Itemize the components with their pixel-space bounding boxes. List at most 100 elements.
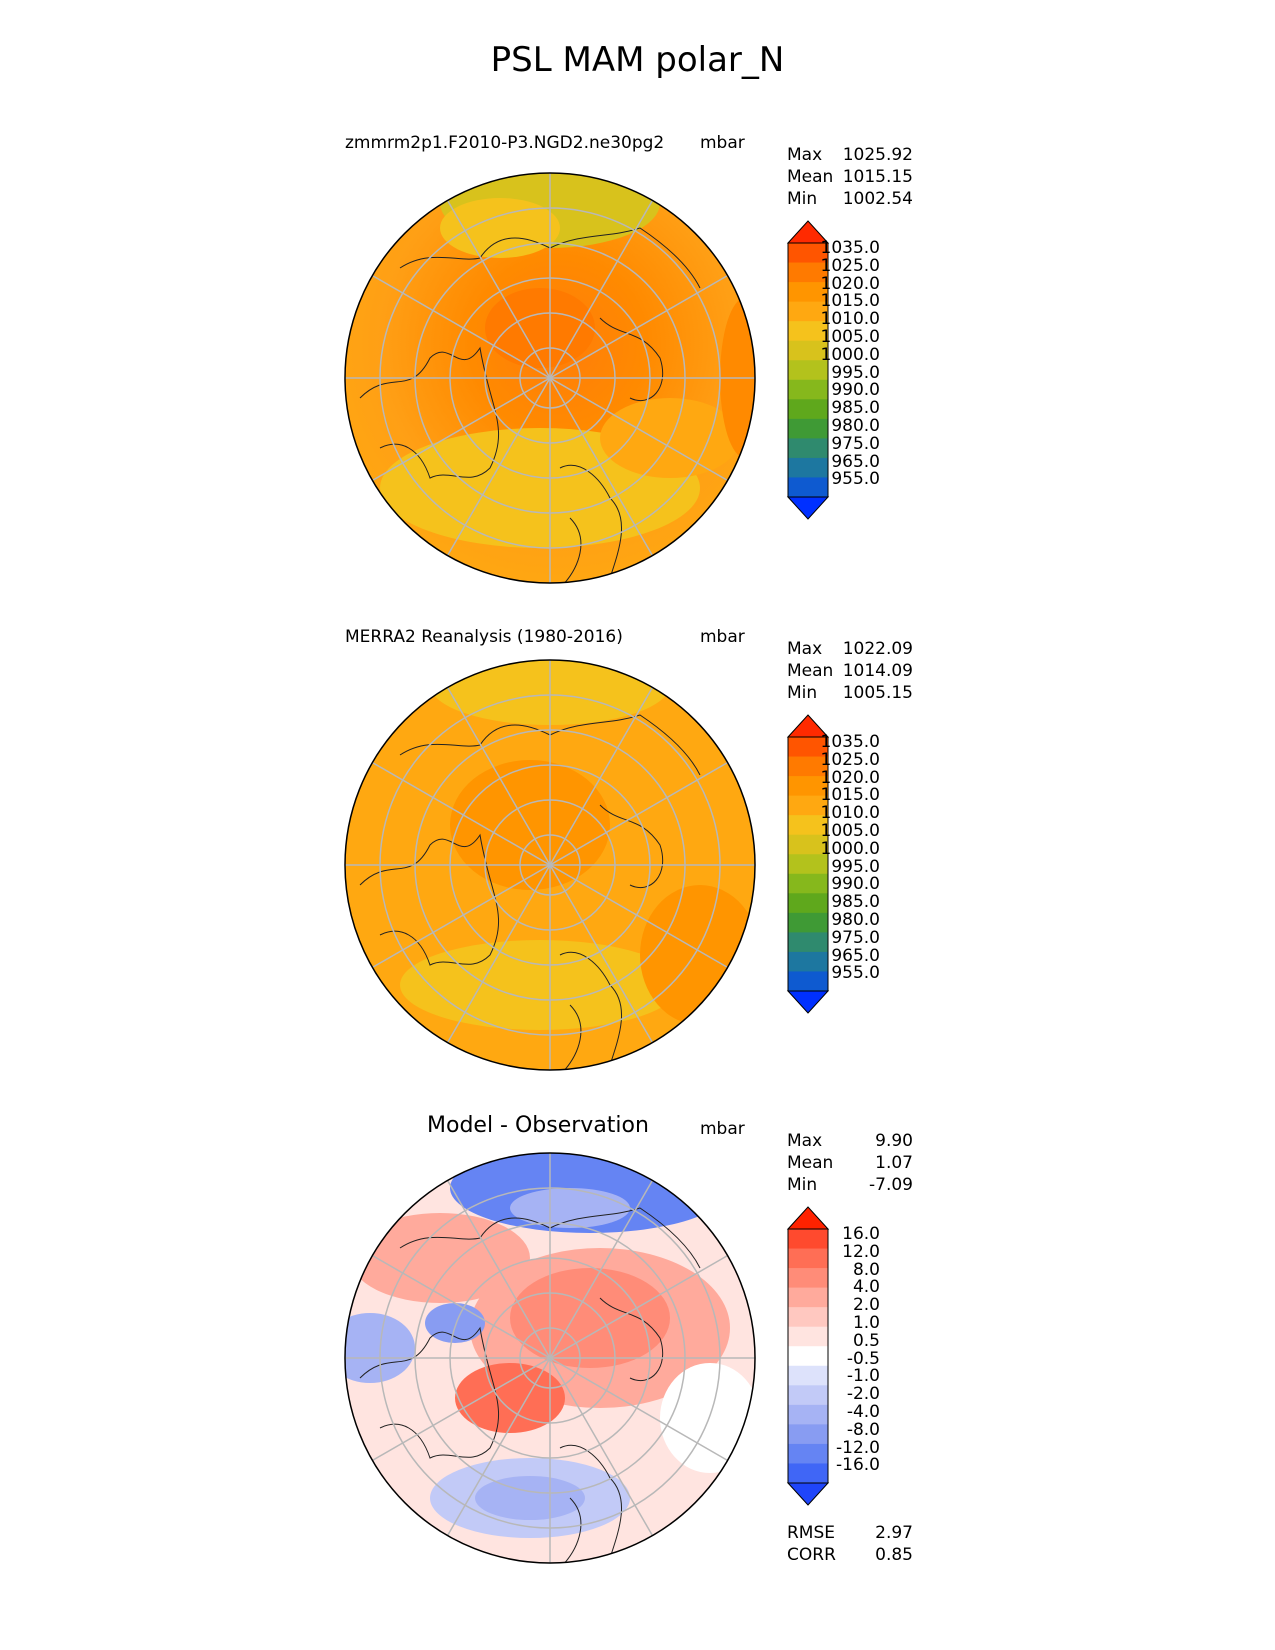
panel-1-units: mbar <box>700 133 745 153</box>
panel-3-rmse-label: RMSE <box>787 1523 836 1543</box>
panel-1-map <box>344 172 756 584</box>
panel-2-region-center <box>450 760 610 890</box>
colorbar-swatch <box>788 854 828 875</box>
colorbar-swatch <box>788 815 828 836</box>
panel-2-graticule <box>345 660 755 1070</box>
colorbar-extend-min <box>786 990 830 1014</box>
panel-3-boundary <box>344 1152 756 1564</box>
colorbar-frame <box>787 1228 829 1484</box>
colorbar-tick-label: -0.5 <box>846 1348 880 1369</box>
colorbar-tick-label: 8.0 <box>852 1259 880 1280</box>
panel-2-min: 1005.15 <box>842 683 913 703</box>
panel-1-mean-label: Mean <box>787 167 834 187</box>
panel-1-max: 1025.92 <box>842 145 913 165</box>
colorbar-swatch <box>788 834 828 855</box>
panel-3-map <box>344 1152 756 1564</box>
colorbar-swatch <box>788 243 828 264</box>
panel-2-colorbar <box>786 714 830 1014</box>
panel-3-units: mbar <box>700 1119 745 1139</box>
colorbar-tick-label: 1035.0 <box>820 238 880 258</box>
colorbar-frame <box>787 736 829 992</box>
panel-3-region-greenland-negative <box>425 1303 485 1343</box>
colorbar-tick-label: 990.0 <box>831 380 880 401</box>
colorbar-tick-label: 1.0 <box>852 1313 880 1333</box>
panel-1-region-east <box>600 398 740 478</box>
colorbar-tick-label: 1010.0 <box>820 803 880 824</box>
colorbar-swatch <box>788 756 828 777</box>
panel-1-graticule <box>345 173 755 583</box>
panel-2-region-south <box>400 940 680 1030</box>
colorbar-swatch <box>788 399 828 420</box>
colorbar-tick-label: 1020.0 <box>820 767 880 788</box>
panel-3-region-north-negative-edge <box>510 1188 630 1228</box>
panel-1-colorbar <box>786 220 830 520</box>
colorbar-tick-label: 965.0 <box>831 945 880 966</box>
colorbar-swatch <box>788 971 828 992</box>
panel-2-min-label: Min <box>787 683 818 703</box>
colorbar-swatch <box>788 262 828 283</box>
colorbar-tick-label: 1005.0 <box>820 327 880 347</box>
colorbar-extend-min <box>786 496 830 520</box>
panel-2-coastline <box>359 833 500 966</box>
colorbar-swatch <box>788 1385 828 1406</box>
colorbar-tick-label: 2.0 <box>852 1295 880 1316</box>
panel-1-max-label: Max <box>787 145 823 165</box>
colorbar-swatch <box>788 418 828 439</box>
panel-2-map <box>344 659 756 1071</box>
colorbar-tick-label: 1010.0 <box>820 309 880 330</box>
colorbar-tick-label: 955.0 <box>831 469 880 490</box>
colorbar-swatch <box>788 932 828 953</box>
colorbar-tick-label: -16.0 <box>836 1455 880 1476</box>
colorbar-swatch <box>788 301 828 322</box>
colorbar-tick-label: 995.0 <box>831 856 880 877</box>
colorbar-swatch <box>788 1287 828 1308</box>
panel-3-min: -7.09 <box>869 1175 913 1195</box>
panel-3-title: Model - Observation <box>427 1113 649 1138</box>
colorbar-swatch <box>788 438 828 459</box>
panel-3-rmse: 2.97 <box>875 1523 913 1543</box>
colorbar-swatch <box>788 360 828 381</box>
colorbar-tick-label: 4.0 <box>852 1277 880 1298</box>
panel-1-coastline <box>359 346 500 479</box>
panel-2-max: 1022.09 <box>842 639 913 659</box>
panel-1-boundary <box>344 172 756 584</box>
colorbar-tick-label: 985.0 <box>831 892 880 913</box>
colorbar-swatch <box>788 1404 828 1425</box>
panel-3-mean-label: Mean <box>787 1153 834 1173</box>
panel-1-min: 1002.54 <box>842 189 913 209</box>
colorbar-swatch <box>788 1326 828 1347</box>
colorbar-swatch <box>788 457 828 478</box>
colorbar-tick-label: 1000.0 <box>820 344 880 365</box>
colorbar-swatch <box>788 340 828 361</box>
colorbar-swatch <box>788 1424 828 1445</box>
colorbar-swatch <box>788 1307 828 1328</box>
colorbar-tick-label: 980.0 <box>831 416 880 436</box>
colorbar-tick-label: 995.0 <box>831 362 880 383</box>
colorbar-tick-label: -12.0 <box>836 1437 880 1458</box>
colorbar-swatch <box>788 776 828 797</box>
panel-3-region-south-negative-core <box>475 1476 585 1520</box>
colorbar-tick-label: 990.0 <box>831 874 880 895</box>
panel-1-min-label: Min <box>787 189 818 209</box>
panel-3-max-label: Max <box>787 1131 823 1151</box>
colorbar-swatch <box>788 282 828 303</box>
figure-title: PSL MAM polar_N <box>490 40 785 80</box>
panel-3-colorbar <box>786 1206 830 1506</box>
colorbar-tick-label: 1020.0 <box>820 273 880 294</box>
panel-1-mean: 1015.15 <box>842 167 913 187</box>
panel-2-mean: 1014.09 <box>842 661 913 681</box>
colorbar-swatch <box>788 1346 828 1367</box>
colorbar-tick-label: 1035.0 <box>820 732 880 752</box>
colorbar-tick-label: 955.0 <box>831 963 880 984</box>
colorbar-tick-label: 965.0 <box>831 451 880 472</box>
colorbar-tick-label: 1015.0 <box>820 291 880 312</box>
colorbar-tick-label: 980.0 <box>831 910 880 930</box>
colorbar-swatch <box>788 1463 828 1484</box>
colorbar-tick-label: 1025.0 <box>820 255 880 276</box>
colorbar-frame <box>787 242 829 498</box>
panel-3-corr-label: CORR <box>787 1545 836 1565</box>
panel-3-max: 9.90 <box>875 1131 913 1151</box>
colorbar-tick-label: -1.0 <box>846 1366 880 1387</box>
panel-3-min-label: Min <box>787 1175 818 1195</box>
colorbar-swatch <box>788 1443 828 1464</box>
